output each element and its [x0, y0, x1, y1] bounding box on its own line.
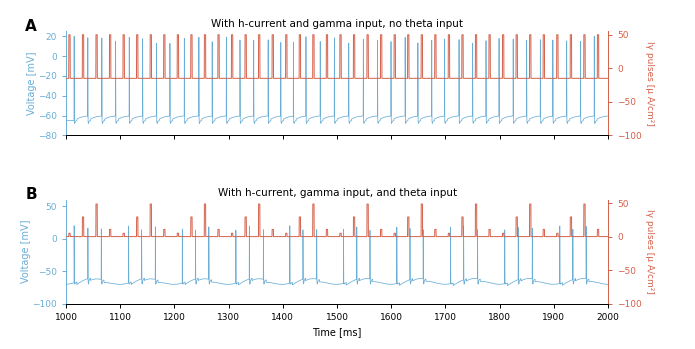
X-axis label: Time [ms]: Time [ms] [312, 327, 362, 337]
Text: A: A [26, 19, 37, 34]
Title: With h-current and gamma input, no theta input: With h-current and gamma input, no theta… [211, 19, 463, 29]
Text: B: B [26, 187, 37, 202]
Y-axis label: Iγ pulses [μ A/cm²]: Iγ pulses [μ A/cm²] [645, 209, 654, 294]
Y-axis label: Voltage [mV]: Voltage [mV] [26, 52, 37, 115]
Title: With h-current, gamma input, and theta input: With h-current, gamma input, and theta i… [218, 187, 457, 198]
Y-axis label: Iγ pulses [μ A/cm²]: Iγ pulses [μ A/cm²] [645, 41, 654, 126]
Y-axis label: Voltage [mV]: Voltage [mV] [21, 220, 31, 283]
